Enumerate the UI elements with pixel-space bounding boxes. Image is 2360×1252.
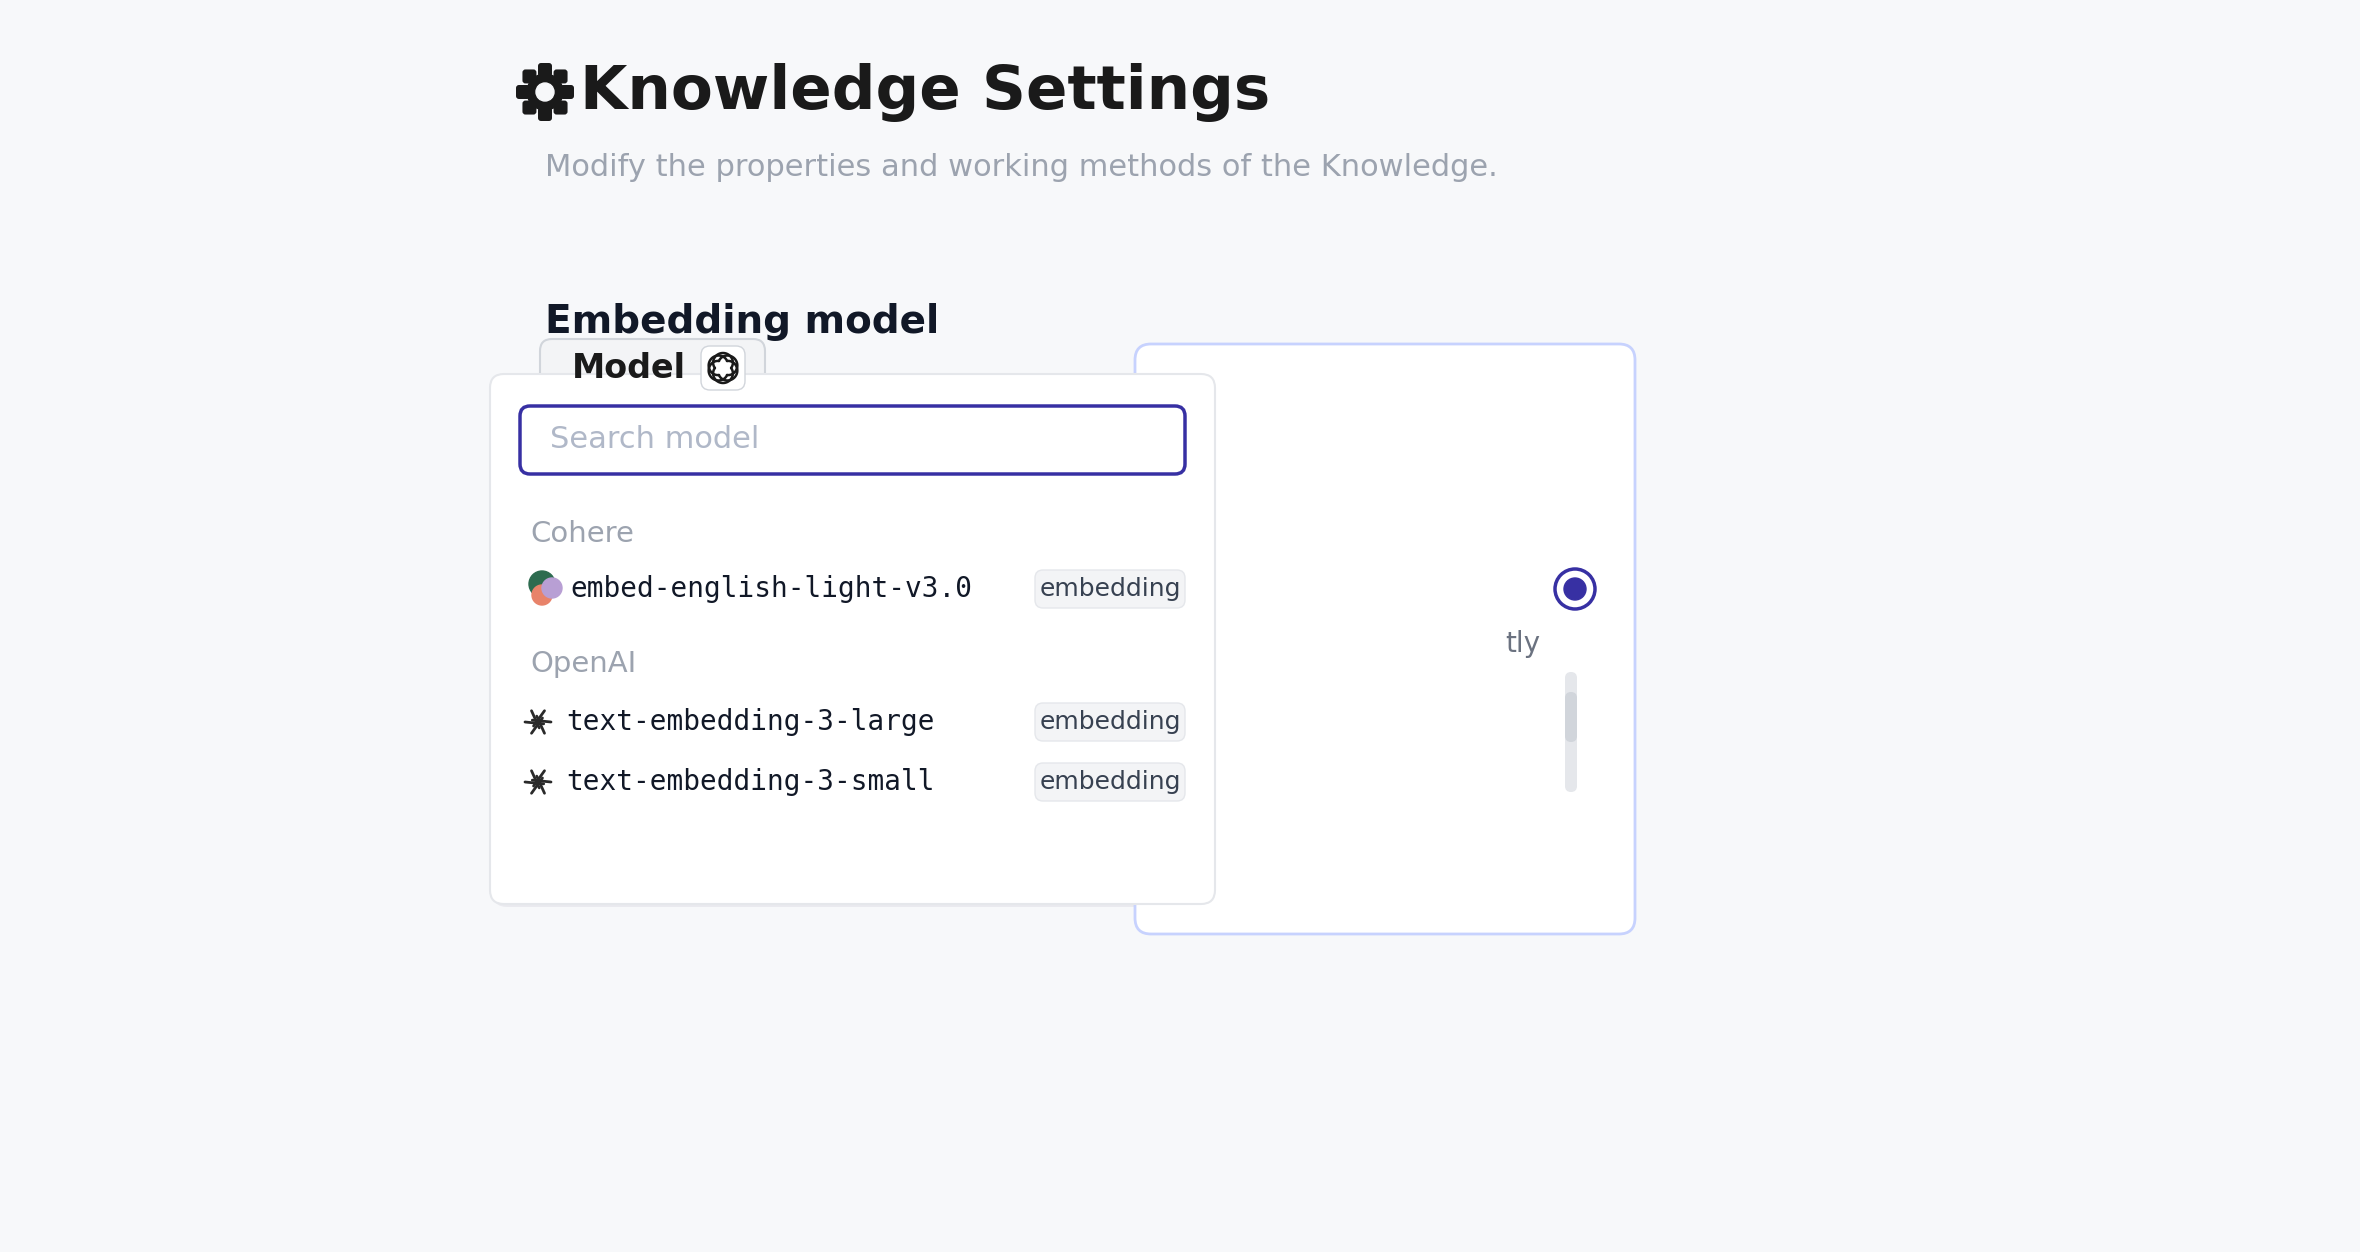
Circle shape: [536, 83, 555, 101]
FancyBboxPatch shape: [1135, 344, 1635, 934]
FancyBboxPatch shape: [519, 406, 1185, 475]
FancyBboxPatch shape: [555, 69, 566, 84]
FancyBboxPatch shape: [517, 85, 531, 99]
Text: embed-english-light-v3.0: embed-english-light-v3.0: [571, 575, 972, 603]
FancyBboxPatch shape: [522, 69, 536, 84]
Text: text-embedding-3-small: text-embedding-3-small: [566, 767, 935, 796]
Text: Cohere: Cohere: [531, 520, 635, 548]
Text: Knowledge Settings: Knowledge Settings: [581, 63, 1270, 121]
FancyBboxPatch shape: [493, 377, 1218, 906]
Circle shape: [529, 571, 555, 597]
FancyBboxPatch shape: [555, 100, 566, 114]
FancyBboxPatch shape: [538, 63, 552, 78]
Text: OpenAI: OpenAI: [531, 650, 637, 679]
Text: text-embedding-3-large: text-embedding-3-large: [566, 707, 935, 736]
Text: embedding: embedding: [1038, 710, 1180, 734]
Circle shape: [531, 585, 552, 605]
FancyBboxPatch shape: [559, 85, 573, 99]
FancyBboxPatch shape: [540, 339, 765, 397]
Text: Modify the properties and working methods of the Knowledge.: Modify the properties and working method…: [545, 153, 1499, 182]
Text: Embedding model: Embedding model: [545, 303, 939, 341]
Text: tly: tly: [1506, 630, 1541, 659]
FancyBboxPatch shape: [1036, 570, 1185, 608]
Text: embedding: embedding: [1038, 577, 1180, 601]
Circle shape: [1555, 568, 1595, 608]
Circle shape: [543, 578, 562, 598]
Circle shape: [1565, 578, 1586, 600]
FancyBboxPatch shape: [522, 100, 536, 114]
Circle shape: [526, 74, 564, 110]
FancyBboxPatch shape: [1036, 704, 1185, 741]
Text: Model: Model: [571, 352, 687, 384]
Text: Search model: Search model: [550, 426, 760, 454]
FancyBboxPatch shape: [1565, 692, 1576, 742]
Text: embedding: embedding: [1038, 770, 1180, 794]
FancyBboxPatch shape: [1036, 762, 1185, 801]
FancyBboxPatch shape: [491, 374, 1215, 904]
FancyBboxPatch shape: [701, 346, 746, 391]
FancyBboxPatch shape: [538, 106, 552, 121]
FancyBboxPatch shape: [1565, 672, 1576, 793]
